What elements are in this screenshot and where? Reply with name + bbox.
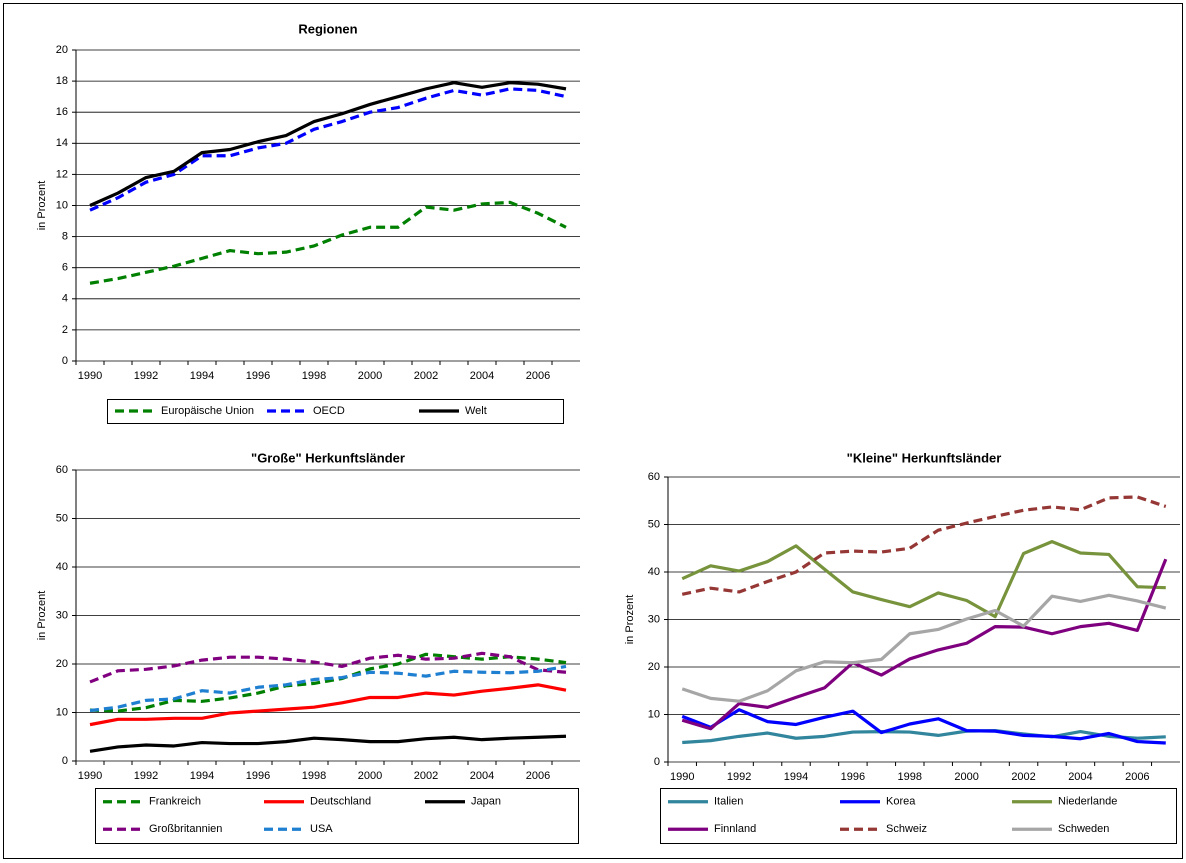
x-tick-label: 2002	[414, 770, 438, 782]
y-tick-label: 60	[648, 471, 660, 483]
x-tick-label: 1994	[190, 770, 214, 782]
x-tick-label: 2006	[526, 770, 550, 782]
y-tick-label: 20	[56, 658, 68, 670]
legend-box	[95, 788, 579, 844]
series-line	[89, 200, 567, 285]
x-tick-label: 2004	[470, 370, 494, 382]
legend-label: Italien	[714, 796, 743, 808]
y-tick-label: 50	[56, 512, 68, 524]
legend-label: Schweden	[1058, 823, 1109, 835]
x-tick-label: 1992	[134, 770, 158, 782]
x-tick-label: 2002	[414, 370, 438, 382]
legend-label: Welt	[465, 405, 487, 417]
legend-label: USA	[310, 823, 333, 835]
y-axis-label: in Prozent	[36, 181, 48, 231]
y-tick-label: 10	[56, 199, 68, 211]
chart-title: "Kleine" Herkunftsländer	[847, 450, 1002, 465]
x-tick-label: 1994	[190, 370, 214, 382]
x-tick-label: 1998	[302, 370, 326, 382]
series-line	[681, 495, 1167, 596]
x-tick-label: 2004	[470, 770, 494, 782]
x-tick-label: 1990	[670, 771, 694, 783]
series-line	[682, 729, 1166, 745]
series-line	[89, 81, 567, 207]
series-line	[681, 540, 1166, 619]
series-line	[89, 651, 567, 684]
y-tick-label: 0	[62, 355, 68, 367]
y-tick-label: 14	[56, 137, 68, 149]
x-tick-label: 1992	[727, 771, 751, 783]
y-tick-label: 20	[56, 44, 68, 56]
y-axis-label: in Prozent	[624, 595, 636, 645]
y-tick-label: 0	[62, 755, 68, 767]
legend-label: Schweiz	[886, 823, 927, 835]
series-line	[89, 664, 567, 713]
x-tick-label: 1998	[898, 771, 922, 783]
series-line	[89, 683, 567, 727]
y-tick-label: 50	[648, 518, 660, 530]
x-tick-label: 1990	[78, 770, 102, 782]
series-line	[89, 652, 567, 713]
legend-box	[660, 788, 1177, 844]
x-tick-label: 1992	[134, 370, 158, 382]
y-axis-label: in Prozent	[36, 591, 48, 641]
legend-label: Frankreich	[149, 796, 201, 808]
x-tick-label: 1990	[78, 370, 102, 382]
y-tick-label: 40	[648, 566, 660, 578]
legend-label: Korea	[886, 796, 916, 808]
y-tick-label: 10	[648, 708, 660, 720]
series-line	[681, 708, 1166, 745]
x-tick-label: 1996	[246, 770, 270, 782]
series-line	[89, 87, 567, 212]
y-tick-label: 60	[56, 464, 68, 476]
y-tick-label: 30	[648, 613, 660, 625]
y-tick-label: 8	[62, 231, 68, 243]
y-tick-label: 4	[62, 293, 68, 305]
x-tick-label: 1996	[246, 370, 270, 382]
series-line	[681, 558, 1168, 731]
y-tick-label: 10	[56, 706, 68, 718]
y-tick-label: 18	[56, 75, 68, 87]
y-tick-label: 16	[56, 106, 68, 118]
y-tick-label: 0	[654, 756, 660, 768]
chart-title: Regionen	[298, 21, 357, 36]
x-tick-label: 2002	[1011, 771, 1035, 783]
series-line	[681, 593, 1167, 703]
x-tick-label: 2000	[954, 771, 978, 783]
legend-box	[107, 399, 564, 424]
x-tick-label: 2004	[1068, 771, 1092, 783]
y-tick-label: 12	[56, 168, 68, 180]
legend-label: Japan	[471, 796, 501, 808]
legend-label: Großbritannien	[149, 823, 222, 835]
series-line	[89, 734, 567, 753]
x-tick-label: 1996	[841, 771, 865, 783]
legend-label: Deutschland	[310, 796, 371, 808]
chart-title: "Große" Herkunftsländer	[251, 450, 405, 465]
legend-label: Europäische Union	[161, 405, 254, 417]
x-tick-label: 2000	[358, 370, 382, 382]
x-tick-label: 1998	[302, 770, 326, 782]
x-tick-label: 2006	[1125, 771, 1149, 783]
legend-label: Finnland	[714, 823, 756, 835]
y-tick-label: 20	[648, 661, 660, 673]
x-tick-label: 2006	[526, 370, 550, 382]
legend-label: OECD	[313, 405, 345, 417]
sheet-border	[3, 3, 1183, 859]
y-tick-label: 40	[56, 561, 68, 573]
x-tick-label: 2000	[358, 770, 382, 782]
legend-label: Niederlande	[1058, 796, 1117, 808]
y-tick-label: 2	[62, 324, 68, 336]
y-tick-label: 30	[56, 609, 68, 621]
y-tick-label: 6	[62, 262, 68, 274]
x-tick-label: 1994	[784, 771, 808, 783]
